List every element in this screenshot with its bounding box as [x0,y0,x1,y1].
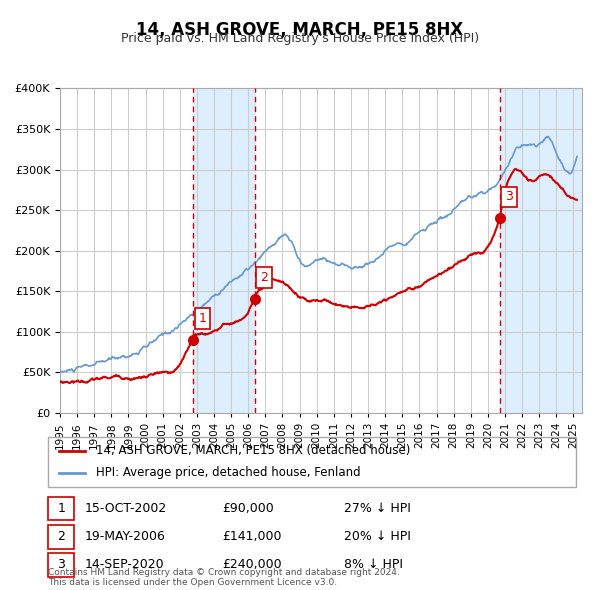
Text: 1: 1 [199,312,206,325]
Text: Price paid vs. HM Land Registry's House Price Index (HPI): Price paid vs. HM Land Registry's House … [121,32,479,45]
Text: £90,000: £90,000 [222,502,274,515]
Text: 2: 2 [57,530,65,543]
Text: 19-MAY-2006: 19-MAY-2006 [85,530,166,543]
Text: 27% ↓ HPI: 27% ↓ HPI [344,502,410,515]
Text: £141,000: £141,000 [222,530,282,543]
Text: 2: 2 [260,271,268,284]
Text: 20% ↓ HPI: 20% ↓ HPI [344,530,410,543]
Text: 14, ASH GROVE, MARCH, PE15 8HX (detached house): 14, ASH GROVE, MARCH, PE15 8HX (detached… [95,444,410,457]
Text: 1: 1 [57,502,65,515]
Text: 15-OCT-2002: 15-OCT-2002 [85,502,167,515]
Text: 8% ↓ HPI: 8% ↓ HPI [344,559,403,572]
Text: 14, ASH GROVE, MARCH, PE15 8HX: 14, ASH GROVE, MARCH, PE15 8HX [136,21,464,39]
Bar [193,88,255,413]
Bar [500,88,582,413]
Text: Contains HM Land Registry data © Crown copyright and database right 2024.
This d: Contains HM Land Registry data © Crown c… [48,568,400,587]
Text: HPI: Average price, detached house, Fenland: HPI: Average price, detached house, Fenl… [95,466,360,479]
Text: 3: 3 [57,559,65,572]
Text: 3: 3 [505,191,513,204]
Text: £240,000: £240,000 [222,559,282,572]
Text: 14-SEP-2020: 14-SEP-2020 [85,559,164,572]
